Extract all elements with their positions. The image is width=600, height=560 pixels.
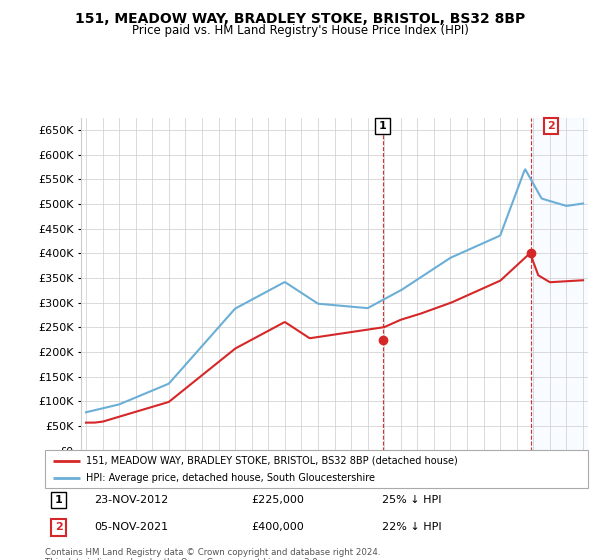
Text: Price paid vs. HM Land Registry's House Price Index (HPI): Price paid vs. HM Land Registry's House … xyxy=(131,24,469,36)
Text: 1: 1 xyxy=(55,495,62,505)
Text: 25% ↓ HPI: 25% ↓ HPI xyxy=(382,495,441,505)
Text: Contains HM Land Registry data © Crown copyright and database right 2024.
This d: Contains HM Land Registry data © Crown c… xyxy=(45,548,380,560)
Bar xyxy=(531,118,599,451)
Text: HPI: Average price, detached house, South Gloucestershire: HPI: Average price, detached house, Sout… xyxy=(86,473,375,483)
Text: 23-NOV-2012: 23-NOV-2012 xyxy=(94,495,168,505)
Text: 151, MEADOW WAY, BRADLEY STOKE, BRISTOL, BS32 8BP (detached house): 151, MEADOW WAY, BRADLEY STOKE, BRISTOL,… xyxy=(86,456,457,466)
FancyBboxPatch shape xyxy=(45,450,588,488)
Text: 1: 1 xyxy=(379,121,386,131)
Text: 05-NOV-2021: 05-NOV-2021 xyxy=(94,522,168,532)
Text: 22% ↓ HPI: 22% ↓ HPI xyxy=(382,522,441,532)
Text: £225,000: £225,000 xyxy=(251,495,304,505)
Text: £400,000: £400,000 xyxy=(251,522,304,532)
Text: 2: 2 xyxy=(55,522,62,532)
Text: 2: 2 xyxy=(547,121,554,131)
Text: 151, MEADOW WAY, BRADLEY STOKE, BRISTOL, BS32 8BP: 151, MEADOW WAY, BRADLEY STOKE, BRISTOL,… xyxy=(75,12,525,26)
